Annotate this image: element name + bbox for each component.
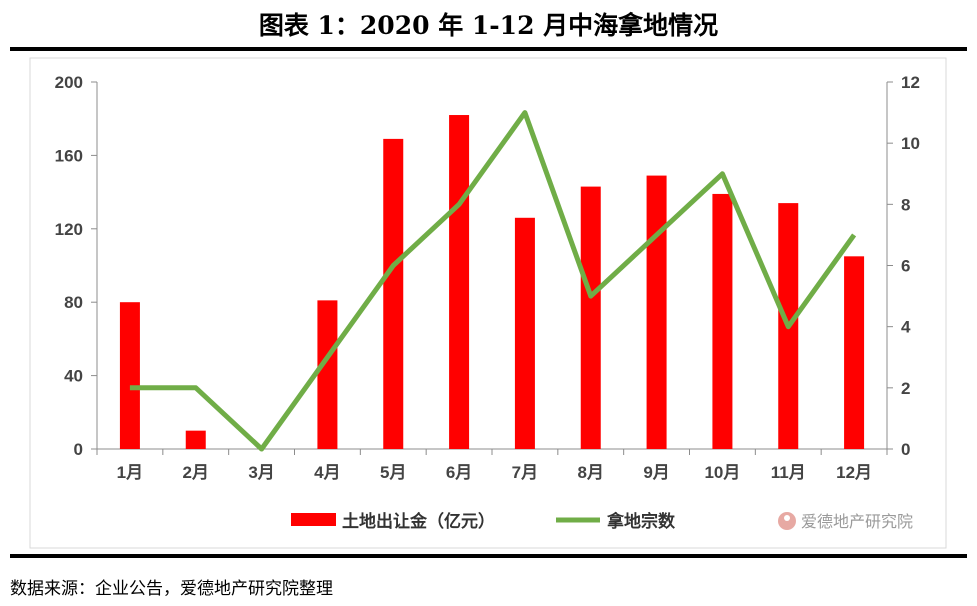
line-path [129,110,857,452]
x-tick-label: 4月 [314,463,340,482]
legend: 土地出让金（亿元） 拿地宗数 [291,511,676,532]
source-note: 数据来源：企业公告，爱德地产研究院整理 [10,579,333,599]
bar-8月 [580,186,601,449]
bar-1月 [119,302,140,449]
bar-12月 [844,256,865,449]
x-tick-label: 2月 [183,463,209,482]
top-rule [10,47,967,51]
bar-4月 [317,300,338,449]
bar-9月 [646,175,667,449]
bar-6月 [449,115,470,449]
y-right-tick-label: 0 [901,440,910,459]
y-right-tick-label: 10 [901,134,920,153]
bar-10月 [712,193,733,449]
bar-2月 [185,430,206,449]
x-tick-label: 10月 [704,463,740,482]
y-right-tick-label: 12 [901,73,920,92]
x-tick-label: 8月 [578,463,604,482]
x-tick-label: 3月 [248,463,274,482]
watermark: 爱德地产研究院 [778,512,913,531]
x-tick-label: 9月 [643,463,669,482]
y-left-tick-label: 80 [64,293,83,312]
legend-line-label: 拿地宗数 [606,511,676,532]
legend-bar-label: 土地出让金（亿元） [342,511,495,532]
y-left-tick-label: 40 [64,367,83,386]
bar-5月 [383,138,404,449]
bar-series [119,115,865,449]
y-right-tick-label: 4 [901,318,911,337]
y-left-tick-label: 120 [55,220,83,239]
line-series [129,110,857,452]
watermark-text: 爱德地产研究院 [801,512,913,531]
x-tick-label: 1月 [117,463,143,482]
x-tick-label: 11月 [771,463,806,482]
legend-bar-swatch [291,513,336,526]
y-left-tick-label: 160 [55,146,83,165]
watermark-logo-dot [784,515,790,521]
chart-frame [29,57,947,549]
y-left-tick-label: 0 [74,440,83,459]
x-tick-label: 5月 [380,463,406,482]
y-right-tick-label: 6 [901,257,910,276]
y-left-tick-label: 200 [55,73,83,92]
axes: 0 40 80 120 160 200 0 2 4 6 8 10 12 1月 2月 3月 4月 5月 6月 7月 8月 9… [55,73,920,482]
y-right-tick-label: 8 [901,195,910,214]
x-tick-label: 7月 [512,463,538,482]
bottom-rule [10,554,967,558]
bar-7月 [514,217,535,449]
y-right-tick-label: 2 [901,379,910,398]
chart-title: 图表 1：2020 年 1-12 月中海拿地情况 [258,11,719,40]
x-tick-label: 12月 [836,463,872,482]
x-tick-label: 6月 [446,463,472,482]
